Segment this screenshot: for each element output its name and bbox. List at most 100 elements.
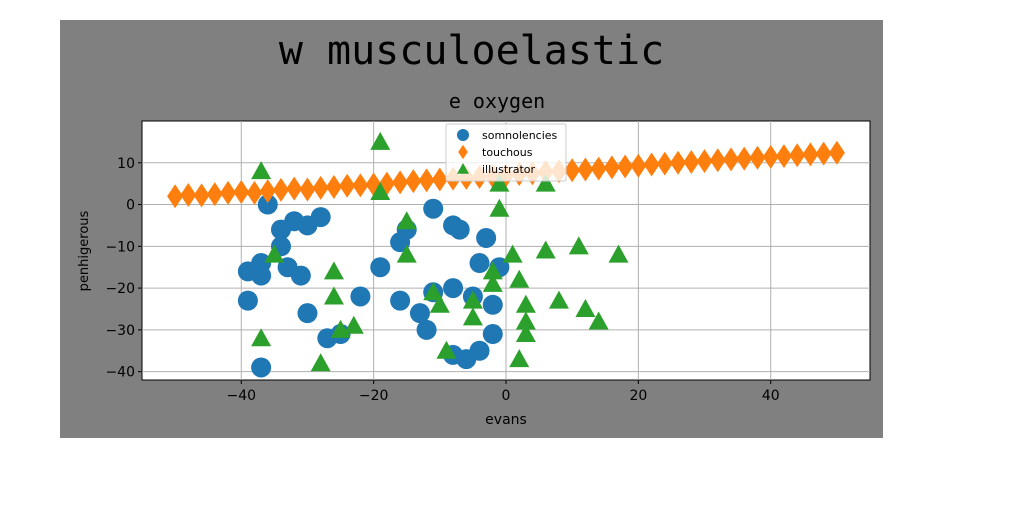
data-point — [352, 173, 369, 198]
scatter-chart: e oxygen −40 −20 0 20 40 −40 −30 −20 −10 0 10 eva… — [77, 89, 871, 428]
data-point — [482, 324, 503, 345]
data-point — [396, 211, 417, 230]
data-point — [392, 170, 409, 195]
figure-suptitle: w musculoelastic — [278, 28, 665, 74]
data-point — [443, 278, 464, 299]
data-point — [482, 294, 503, 315]
data-point — [515, 324, 536, 343]
data-point — [323, 286, 344, 305]
data-point — [299, 177, 316, 202]
legend-marker — [457, 163, 469, 174]
data-point — [180, 182, 197, 207]
data-point — [603, 155, 620, 180]
data-point — [643, 152, 660, 177]
data-point — [272, 177, 289, 202]
data-point — [590, 156, 607, 181]
data-point — [416, 319, 437, 340]
data-point — [233, 180, 250, 205]
data-point — [476, 227, 497, 248]
data-point — [482, 273, 503, 292]
data-point — [515, 311, 536, 330]
data-point — [548, 290, 569, 309]
data-point — [436, 340, 457, 359]
data-point — [828, 140, 845, 165]
x-axis-label: evans — [485, 412, 527, 428]
y-axis-label: penhigerous — [77, 210, 92, 291]
data-point — [515, 294, 536, 313]
data-point — [423, 282, 444, 301]
data-point — [502, 244, 523, 263]
y-tick-label: 0 — [126, 198, 135, 214]
figure-background: w musculoelastic e oxygen −40 −20 0 20 40 −4… — [60, 20, 883, 438]
data-point — [339, 173, 356, 198]
data-point — [246, 180, 263, 205]
data-point — [418, 168, 435, 193]
legend-label: touchous — [482, 146, 533, 159]
data-point — [617, 154, 634, 179]
data-point — [431, 167, 448, 192]
data-point — [683, 149, 700, 174]
data-point — [482, 261, 503, 280]
data-point — [656, 151, 673, 176]
y-tick-label: −40 — [105, 365, 135, 381]
data-point — [325, 175, 342, 200]
data-point — [409, 303, 430, 324]
data-point — [323, 261, 344, 280]
data-point — [709, 148, 726, 173]
x-tick-label: 20 — [629, 388, 647, 404]
data-point — [775, 144, 792, 169]
data-point — [462, 307, 483, 326]
legend-marker — [457, 129, 469, 141]
legend-box — [445, 123, 567, 182]
series-illustrator — [251, 131, 629, 372]
data-point — [220, 180, 237, 205]
data-point — [206, 182, 223, 207]
data-point — [469, 340, 490, 361]
data-point — [608, 244, 629, 263]
data-point — [749, 145, 766, 170]
legend-label: somnolencies — [482, 129, 558, 142]
data-point — [815, 141, 832, 166]
data-point — [789, 143, 806, 168]
data-point — [469, 253, 490, 274]
data-point — [535, 240, 556, 259]
data-point — [237, 290, 258, 311]
data-point — [251, 328, 272, 347]
data-point — [370, 182, 391, 201]
data-point — [535, 173, 556, 192]
data-point — [259, 179, 276, 204]
x-tick-label: 0 — [502, 388, 511, 404]
data-point — [509, 349, 530, 368]
data-point — [802, 142, 819, 167]
data-point — [405, 169, 422, 194]
x-tick-label: −40 — [226, 388, 256, 404]
data-point — [489, 173, 510, 192]
data-point — [251, 161, 272, 180]
data-point — [575, 298, 596, 317]
data-point — [350, 286, 371, 307]
data-point — [588, 311, 609, 330]
y-tick-label: −10 — [105, 239, 135, 255]
data-point — [390, 290, 411, 311]
data-point — [723, 147, 740, 172]
legend-label: illustrator — [482, 163, 535, 176]
data-point — [370, 131, 391, 150]
y-tick-label: −20 — [105, 281, 135, 297]
data-point — [251, 357, 272, 378]
data-point — [310, 353, 331, 372]
x-axis-ticks: −40 −20 0 20 40 — [226, 380, 780, 404]
data-point — [449, 219, 470, 240]
data-point — [264, 244, 285, 263]
data-point — [762, 144, 779, 169]
data-point — [568, 236, 589, 255]
data-point — [290, 265, 311, 286]
y-tick-label: 10 — [117, 156, 135, 172]
data-point — [670, 150, 687, 175]
data-point — [489, 198, 510, 217]
x-tick-label: 40 — [762, 388, 780, 404]
data-point — [193, 183, 210, 208]
data-point — [696, 149, 713, 174]
data-point — [167, 184, 184, 209]
data-point — [736, 146, 753, 171]
legend: somnolencies touchous illustrator — [445, 123, 567, 182]
